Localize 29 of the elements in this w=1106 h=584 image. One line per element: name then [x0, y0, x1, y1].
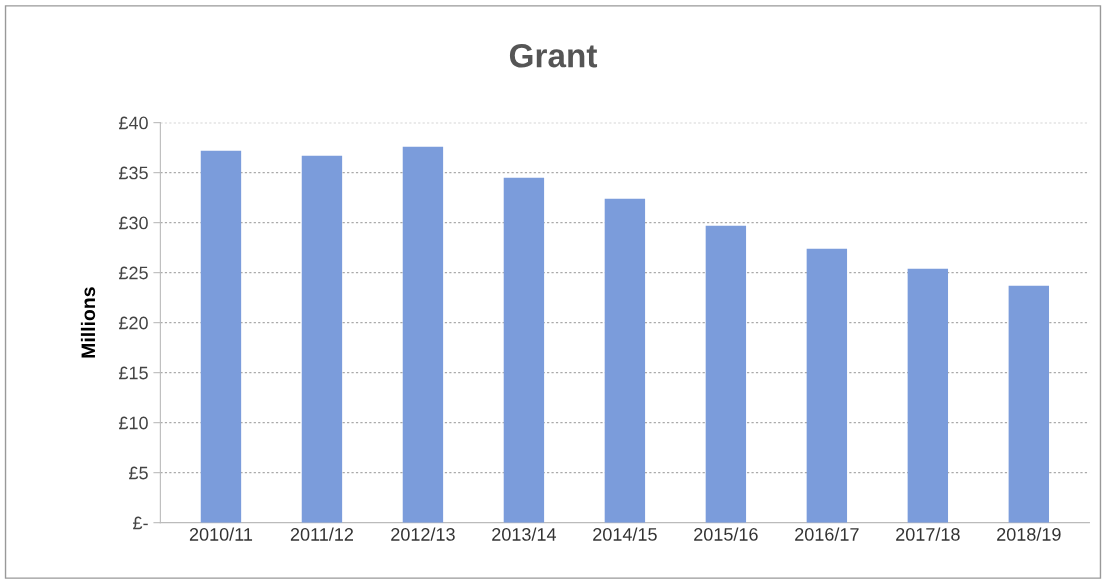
x-tick-label: 2014/15 [593, 527, 657, 541]
bar [907, 268, 949, 523]
bar [402, 146, 444, 523]
x-tick-label: 2017/18 [896, 527, 960, 541]
y-tick-label: £20 [118, 316, 148, 330]
bar [301, 155, 343, 523]
bar [1008, 285, 1050, 523]
bar [200, 150, 242, 523]
y-axis-title: Millions [80, 287, 96, 358]
y-tick-label: £15 [118, 366, 148, 380]
x-tick-label: 2010/11 [189, 527, 253, 541]
x-tick-label: 2012/13 [391, 527, 455, 541]
y-tick-label: £10 [118, 416, 148, 430]
y-tick-label: £- [133, 516, 148, 530]
bar [604, 198, 646, 523]
y-tick-label: £5 [128, 466, 148, 480]
y-tick-label: £30 [118, 216, 148, 230]
y-tick-label: £35 [118, 166, 148, 180]
x-tick-label: 2011/12 [290, 527, 354, 541]
y-tick-label: £40 [118, 116, 148, 130]
bar [705, 225, 747, 523]
x-tick-label: 2016/17 [795, 527, 859, 541]
y-tick-label: £25 [118, 266, 148, 280]
bar [503, 177, 545, 523]
x-tick-label: 2015/16 [694, 527, 758, 541]
bar [806, 248, 848, 523]
x-tick-label: 2018/19 [997, 527, 1061, 541]
chart-title: Grant [509, 43, 598, 68]
x-tick-label: 2013/14 [492, 527, 557, 541]
